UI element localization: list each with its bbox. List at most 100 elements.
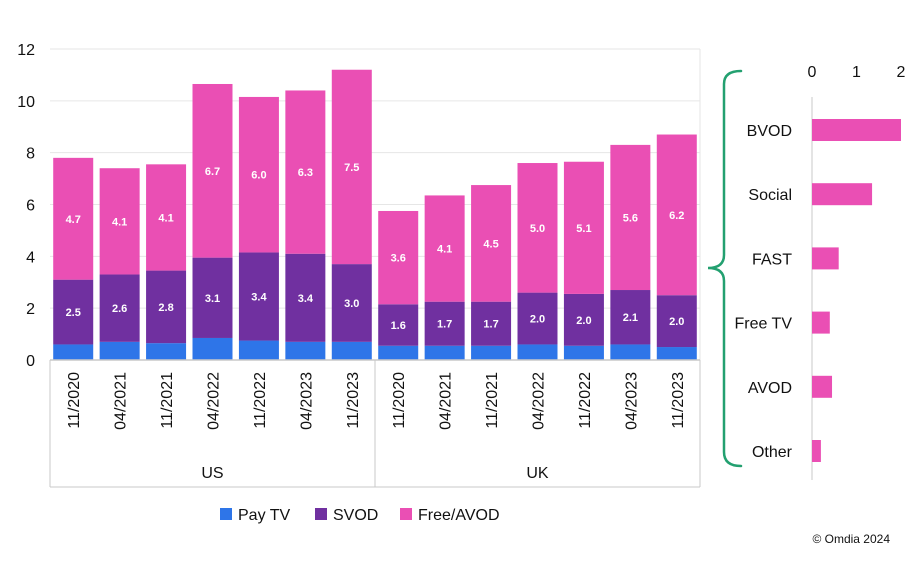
y-tick-label: 10	[17, 94, 35, 111]
y-tick-label: 6	[26, 198, 35, 215]
data-label: 4.1	[112, 216, 127, 228]
bar-pay-tv	[53, 344, 94, 360]
bar-free-avod	[517, 163, 558, 293]
legend: Pay TV SVOD Free/AVOD	[220, 507, 500, 524]
bar-svod	[563, 293, 604, 346]
data-label: 2.0	[576, 315, 591, 327]
y-tick-label: 0	[26, 353, 35, 370]
legend-item: SVOD	[315, 507, 378, 524]
data-label: 3.4	[298, 293, 314, 305]
data-label: 2.8	[158, 302, 173, 314]
main-bars	[53, 69, 697, 360]
bar-svod	[517, 292, 558, 345]
bar-svod	[146, 270, 187, 344]
y-tick-label: 2	[26, 301, 35, 318]
data-label: 4.1	[158, 212, 173, 224]
data-label: 5.0	[530, 223, 545, 235]
bar-pay-tv	[146, 343, 187, 360]
data-label: 2.0	[530, 314, 545, 326]
x-tick-label: 04/2021	[438, 372, 455, 430]
main-x-tick-labels: 11/2020 04/2021 11/2021 04/2022 11/2022 04/20…	[66, 372, 687, 430]
x-tick-label: 11/2022	[577, 372, 594, 429]
data-label: 2.1	[623, 312, 638, 324]
bar-svod	[238, 252, 279, 341]
x-tick-label: 11/2021	[484, 372, 501, 429]
bar-svod	[378, 304, 419, 346]
data-label: 2.5	[66, 307, 81, 319]
x-tick-label: 04/2022	[206, 372, 223, 430]
bar-free-avod	[471, 185, 512, 302]
data-label: 2.0	[669, 316, 684, 328]
bar-svod	[192, 257, 233, 338]
data-label: 3.0	[344, 298, 359, 310]
y-tick-label: 4	[26, 249, 35, 266]
side-x-tick-label: 2	[897, 64, 906, 81]
side-bar	[812, 183, 873, 206]
y-tick-label: 8	[26, 146, 35, 163]
copyright-text: © Omdia 2024	[812, 532, 890, 546]
data-label: 4.1	[437, 244, 452, 256]
side-category-label: Other	[752, 444, 793, 461]
data-label: 6.3	[298, 167, 313, 179]
data-label: 1.7	[437, 319, 452, 331]
legend-item: Pay TV	[220, 507, 291, 524]
x-tick-label: 04/2023	[298, 372, 315, 430]
bar-svod	[610, 290, 651, 345]
bar-free-avod	[656, 134, 697, 296]
breakdown-chart: 0 1 2 BVOD Social FAST Free TV AVOD Other	[735, 64, 906, 480]
side-category-label: BVOD	[747, 123, 792, 140]
data-label: 6.2	[669, 210, 684, 222]
y-tick-label: 12	[17, 42, 35, 59]
bar-svod	[285, 253, 326, 342]
data-label: 4.7	[66, 214, 81, 226]
breakdown-brace	[707, 69, 743, 468]
data-label: 6.0	[251, 170, 266, 182]
main-axes	[49, 359, 701, 488]
group-label: US	[201, 465, 223, 482]
x-tick-label: 11/2022	[252, 372, 269, 429]
side-bar	[812, 375, 833, 398]
bar-free-avod	[53, 157, 94, 280]
legend-label: Pay TV	[238, 507, 291, 524]
curly-brace	[707, 69, 743, 468]
bar-free-avod	[146, 164, 187, 271]
bar-free-avod	[424, 195, 465, 302]
side-bar	[812, 119, 901, 141]
side-x-tick-label: 1	[852, 64, 861, 81]
bar-free-avod	[378, 210, 419, 305]
legend-item: Free/AVOD	[400, 507, 500, 524]
x-tick-label: 04/2022	[531, 372, 548, 430]
bar-pay-tv	[238, 340, 279, 360]
data-label: 5.6	[623, 212, 638, 224]
main-y-tick-labels: 0 2 4 6 8 10 12	[17, 42, 35, 370]
data-label: 7.5	[344, 162, 359, 174]
side-category-label: AVOD	[748, 380, 792, 397]
bar-svod	[331, 264, 372, 342]
x-tick-label: 11/2020	[391, 372, 408, 429]
bar-pay-tv	[610, 344, 651, 360]
bar-pay-tv	[378, 345, 419, 360]
main-data-labels: 2.5 4.7 2.6 4.1 2.8 4.1 3.1 6.7 3.4 6.0 3.4 6.3 3.0 7…	[66, 162, 685, 332]
side-category-label: Social	[748, 187, 792, 204]
side-bar	[812, 440, 821, 462]
data-label: 1.6	[391, 320, 406, 332]
bar-pay-tv	[192, 337, 233, 360]
bar-svod	[471, 301, 512, 346]
x-tick-label: 11/2023	[345, 372, 362, 429]
bar-pay-tv	[99, 341, 140, 360]
bar-svod	[424, 301, 465, 346]
bar-svod	[99, 274, 140, 342]
x-tick-label: 04/2023	[623, 372, 640, 430]
data-label: 4.5	[483, 238, 498, 250]
bar-pay-tv	[656, 347, 697, 360]
side-category-label: Free TV	[735, 316, 793, 333]
x-tick-label: 11/2023	[670, 372, 687, 429]
data-label: 5.1	[576, 223, 591, 235]
data-label: 3.1	[205, 293, 220, 305]
legend-swatch	[220, 508, 232, 520]
bar-pay-tv	[285, 341, 326, 360]
x-tick-label: 11/2021	[159, 372, 176, 429]
side-category-label: FAST	[752, 251, 792, 268]
x-tick-label: 04/2021	[113, 372, 130, 430]
